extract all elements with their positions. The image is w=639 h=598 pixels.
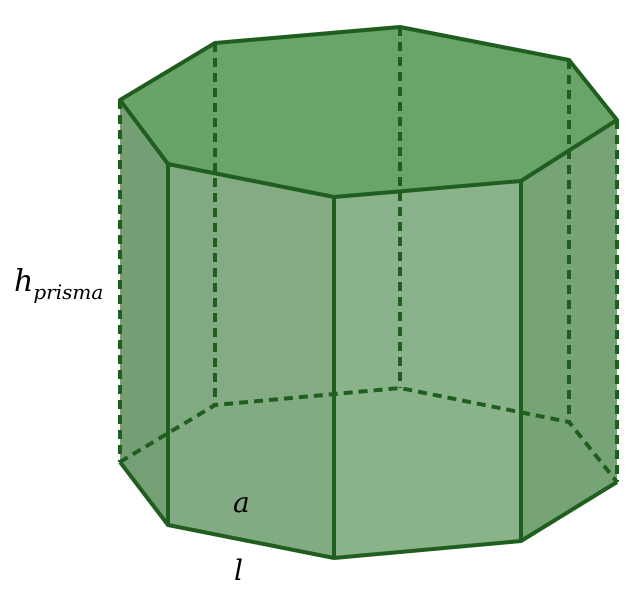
visible-edges [118, 164, 619, 560]
height-label: hprisma [14, 264, 103, 304]
bottom-front-edges [118, 460, 619, 560]
side-label: l [234, 554, 243, 587]
apothem-label: a [233, 486, 250, 519]
front-face-center-left [168, 164, 334, 558]
front-face-center-right [334, 181, 521, 558]
front-face-left [120, 100, 168, 525]
hidden-edges [118, 27, 619, 484]
height-label-main: h [14, 264, 33, 299]
height-label-subscript: prisma [33, 280, 103, 304]
